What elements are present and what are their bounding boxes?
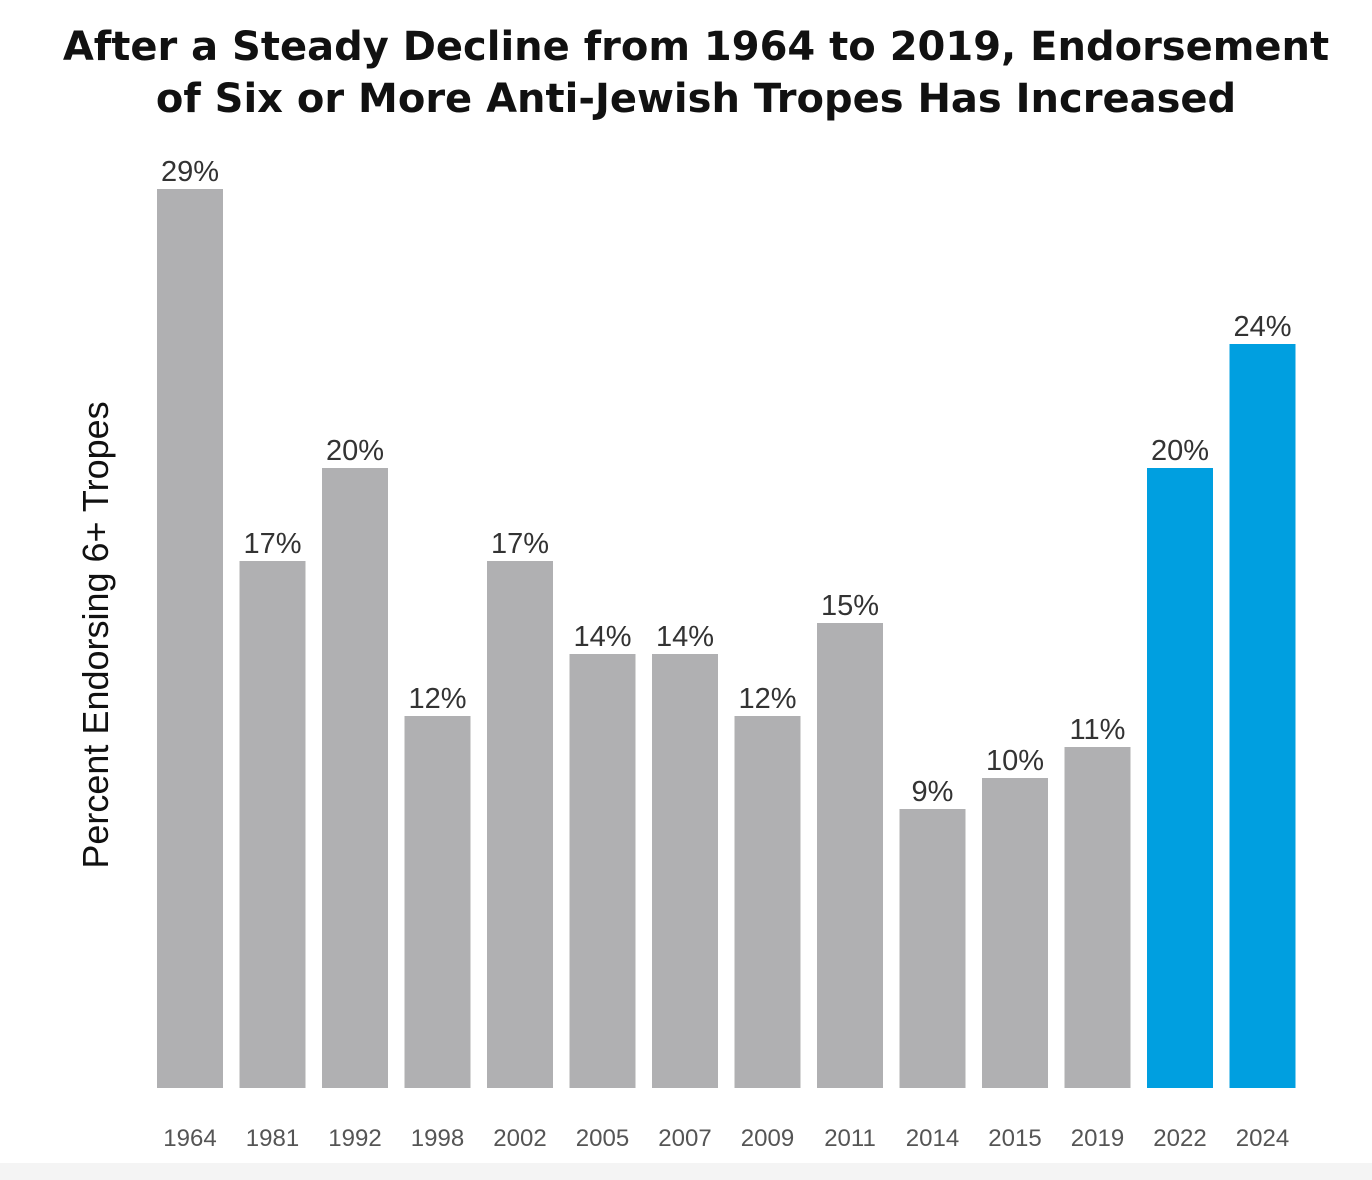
- x-tick-label-1964: 1964: [163, 1125, 216, 1152]
- bar-2007: [652, 654, 718, 1088]
- x-tick-label-2007: 2007: [658, 1125, 711, 1152]
- x-tick-label-2005: 2005: [576, 1125, 629, 1152]
- value-label-1964: 29%: [161, 156, 219, 188]
- value-labels-group: 29% 17% 20% 12% 17% 14% 14% 12% 15% 9% 10% 11% 20% 24…: [161, 156, 1292, 808]
- value-label-2005: 14%: [573, 621, 631, 653]
- bar-2011: [817, 623, 883, 1088]
- bar-2005: [569, 654, 636, 1088]
- value-label-2011: 15%: [821, 590, 879, 622]
- value-label-1981: 17%: [243, 528, 301, 560]
- value-label-2015: 10%: [986, 745, 1044, 777]
- bar-2009: [734, 716, 801, 1088]
- bottom-band: [0, 1163, 1372, 1180]
- value-label-2014: 9%: [912, 776, 954, 808]
- x-tick-label-1992: 1992: [328, 1125, 381, 1152]
- bar-1981: [239, 561, 306, 1088]
- value-label-2019: 11%: [1070, 714, 1126, 746]
- bar-1998: [404, 716, 471, 1088]
- x-tick-label-2024: 2024: [1236, 1125, 1289, 1152]
- chart-title-line-1: After a Steady Decline from 1964 to 2019…: [63, 24, 1329, 70]
- x-tick-label-2009: 2009: [741, 1125, 794, 1152]
- bar-1992: [322, 468, 388, 1088]
- x-tick-label-2015: 2015: [988, 1125, 1041, 1152]
- x-axis-ticks-group: 1964 1981 1992 1998 2002 2005 2007 2009 2011 2014…: [163, 1125, 1289, 1152]
- bars-group: [157, 189, 1296, 1088]
- x-tick-label-2002: 2002: [493, 1125, 546, 1152]
- bar-1964: [157, 189, 223, 1088]
- bar-2002: [487, 561, 553, 1088]
- y-axis-label: Percent Endorsing 6+ Tropes: [75, 401, 116, 868]
- value-label-2002: 17%: [491, 528, 549, 560]
- x-tick-label-2019: 2019: [1071, 1125, 1124, 1152]
- x-tick-label-2011: 2011: [824, 1125, 876, 1152]
- x-tick-label-2022: 2022: [1153, 1125, 1206, 1152]
- bar-2014: [899, 809, 966, 1088]
- value-label-2009: 12%: [738, 683, 796, 715]
- x-tick-label-1998: 1998: [411, 1125, 464, 1152]
- value-label-2024: 24%: [1233, 311, 1291, 343]
- value-label-2007: 14%: [656, 621, 714, 653]
- x-tick-label-1981: 1981: [246, 1125, 299, 1152]
- x-tick-label-2014: 2014: [906, 1125, 959, 1152]
- chart-title-line-2: of Six or More Anti-Jewish Tropes Has In…: [156, 76, 1236, 122]
- value-label-2022: 20%: [1151, 435, 1209, 467]
- bar-2019: [1064, 747, 1131, 1088]
- bar-2022: [1147, 468, 1213, 1088]
- value-label-1998: 12%: [408, 683, 466, 715]
- bar-2015: [982, 778, 1048, 1088]
- value-label-1992: 20%: [326, 435, 384, 467]
- bar-2024: [1229, 344, 1296, 1088]
